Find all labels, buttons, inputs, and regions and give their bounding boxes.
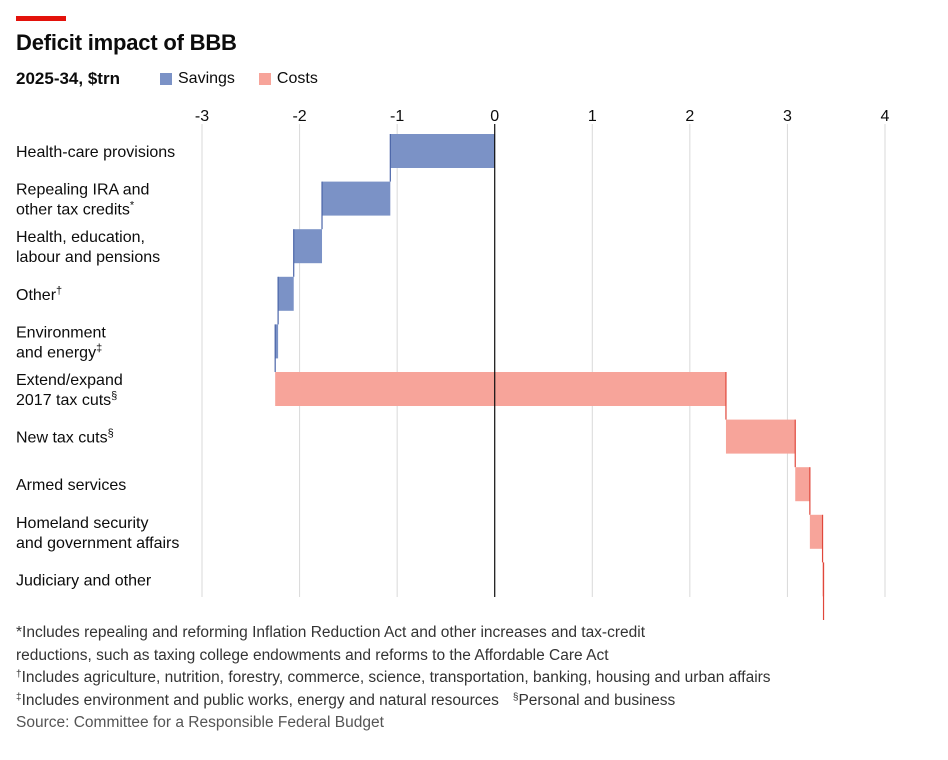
category-label: Homeland security xyxy=(16,515,149,532)
category-label: and government affairs xyxy=(16,535,179,552)
footnote-marker: § xyxy=(108,428,114,440)
legend-item-costs: Costs xyxy=(258,70,318,88)
x-tick-label: -3 xyxy=(195,108,209,125)
waterfall-bar xyxy=(293,229,323,264)
x-tick-label: 2 xyxy=(685,108,694,125)
category-label: Other† xyxy=(16,285,62,304)
footnote-marker: § xyxy=(111,390,117,402)
category-label: and energy‡ xyxy=(16,342,102,361)
footnote-star-line1: *Includes repealing and reforming Inflat… xyxy=(16,624,645,641)
x-tick-label: 4 xyxy=(881,108,890,125)
legend-item-savings: Savings xyxy=(160,70,235,88)
waterfall-bar xyxy=(275,372,726,406)
category-label: Armed services xyxy=(16,477,126,494)
x-tick-label: -1 xyxy=(390,108,404,125)
x-tick-label: 3 xyxy=(783,108,792,125)
category-label: New tax cuts§ xyxy=(16,428,114,447)
legend-swatch-costs xyxy=(258,73,271,85)
legend-label-savings: Savings xyxy=(178,70,235,87)
legend-label-costs: Costs xyxy=(276,70,318,87)
source-note: Source: Committee for a Responsible Fede… xyxy=(16,714,384,731)
chart-title: Deficit impact of BBB xyxy=(16,30,237,55)
legend: Savings Costs xyxy=(160,70,342,88)
x-tick-label: -2 xyxy=(292,108,306,125)
category-label: Environment xyxy=(16,324,106,341)
waterfall-bar xyxy=(278,276,294,311)
x-tick-label: 0 xyxy=(490,108,499,125)
waterfall-bar xyxy=(725,419,796,454)
chart-subtitle: 2025-34, $trn xyxy=(16,69,120,88)
category-label: Health, education, xyxy=(16,229,145,246)
footnotes: *Includes repealing and reforming Inflat… xyxy=(16,622,936,735)
waterfall-bar xyxy=(390,134,495,168)
category-label: Repealing IRA and xyxy=(16,182,149,199)
legend-swatch-savings xyxy=(160,73,172,85)
brand-rule xyxy=(16,16,66,21)
waterfall-chart: -3 -2 -1 0 1 2 3 4 Health-care provisions Repeali… xyxy=(16,108,890,620)
category-label: 2017 tax cuts§ xyxy=(16,390,117,409)
category-label: Health-care provisions xyxy=(16,144,175,161)
waterfall-bar xyxy=(795,467,810,502)
footnote-marker: † xyxy=(56,285,62,297)
waterfall-bar xyxy=(275,324,279,359)
footnote-dagger: †Includes agriculture, nutrition, forest… xyxy=(16,669,771,686)
category-label: Extend/expand xyxy=(16,372,123,389)
footnote-marker: ‡ xyxy=(96,342,102,354)
footnote-marker: * xyxy=(130,200,135,212)
x-tick-label: 1 xyxy=(588,108,597,125)
category-label: other tax credits* xyxy=(16,200,135,219)
category-label: labour and pensions xyxy=(16,249,160,266)
waterfall-bar xyxy=(322,181,391,216)
waterfall-bar xyxy=(809,514,823,549)
footnote-ddagger: ‡Includes environment and public works, … xyxy=(16,691,676,709)
footnote-star-line2: reductions, such as taxing college endow… xyxy=(16,646,609,664)
category-label: Judiciary and other xyxy=(16,572,152,589)
